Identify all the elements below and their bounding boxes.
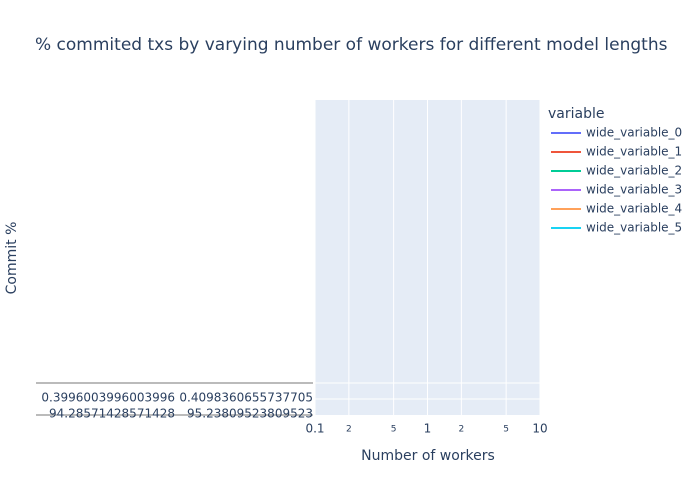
y-tick-label: 0.3996003996003996: [41, 391, 175, 405]
x-tick-label: 5: [391, 425, 397, 435]
x-tick-label: 10: [532, 422, 547, 436]
legend-label: wide_variable_4: [586, 202, 682, 216]
x-tick-label: 5: [503, 425, 509, 435]
legend-label: wide_variable_5: [586, 221, 682, 235]
x-tick-label: 2: [458, 425, 464, 435]
x-tick-label: 1: [424, 422, 432, 436]
y-tick-label: 95.23809523809523: [187, 407, 313, 421]
x-tick-label: 2: [346, 425, 352, 435]
legend-label: wide_variable_1: [586, 145, 682, 159]
y-tick-label: 94.28571428571428: [49, 407, 175, 421]
legend-title: variable: [548, 106, 604, 122]
y-axis-label: Commit %: [4, 222, 20, 295]
y-tick-label: 0.4098360655737705: [179, 391, 313, 405]
legend-label: wide_variable_2: [586, 164, 682, 178]
x-axis-label: Number of workers: [361, 448, 495, 464]
chart-title: % commited txs by varying number of work…: [35, 35, 668, 55]
legend-label: wide_variable_3: [586, 183, 682, 197]
x-tick-label: 0.1: [305, 422, 324, 436]
legend-label: wide_variable_0: [586, 126, 682, 140]
